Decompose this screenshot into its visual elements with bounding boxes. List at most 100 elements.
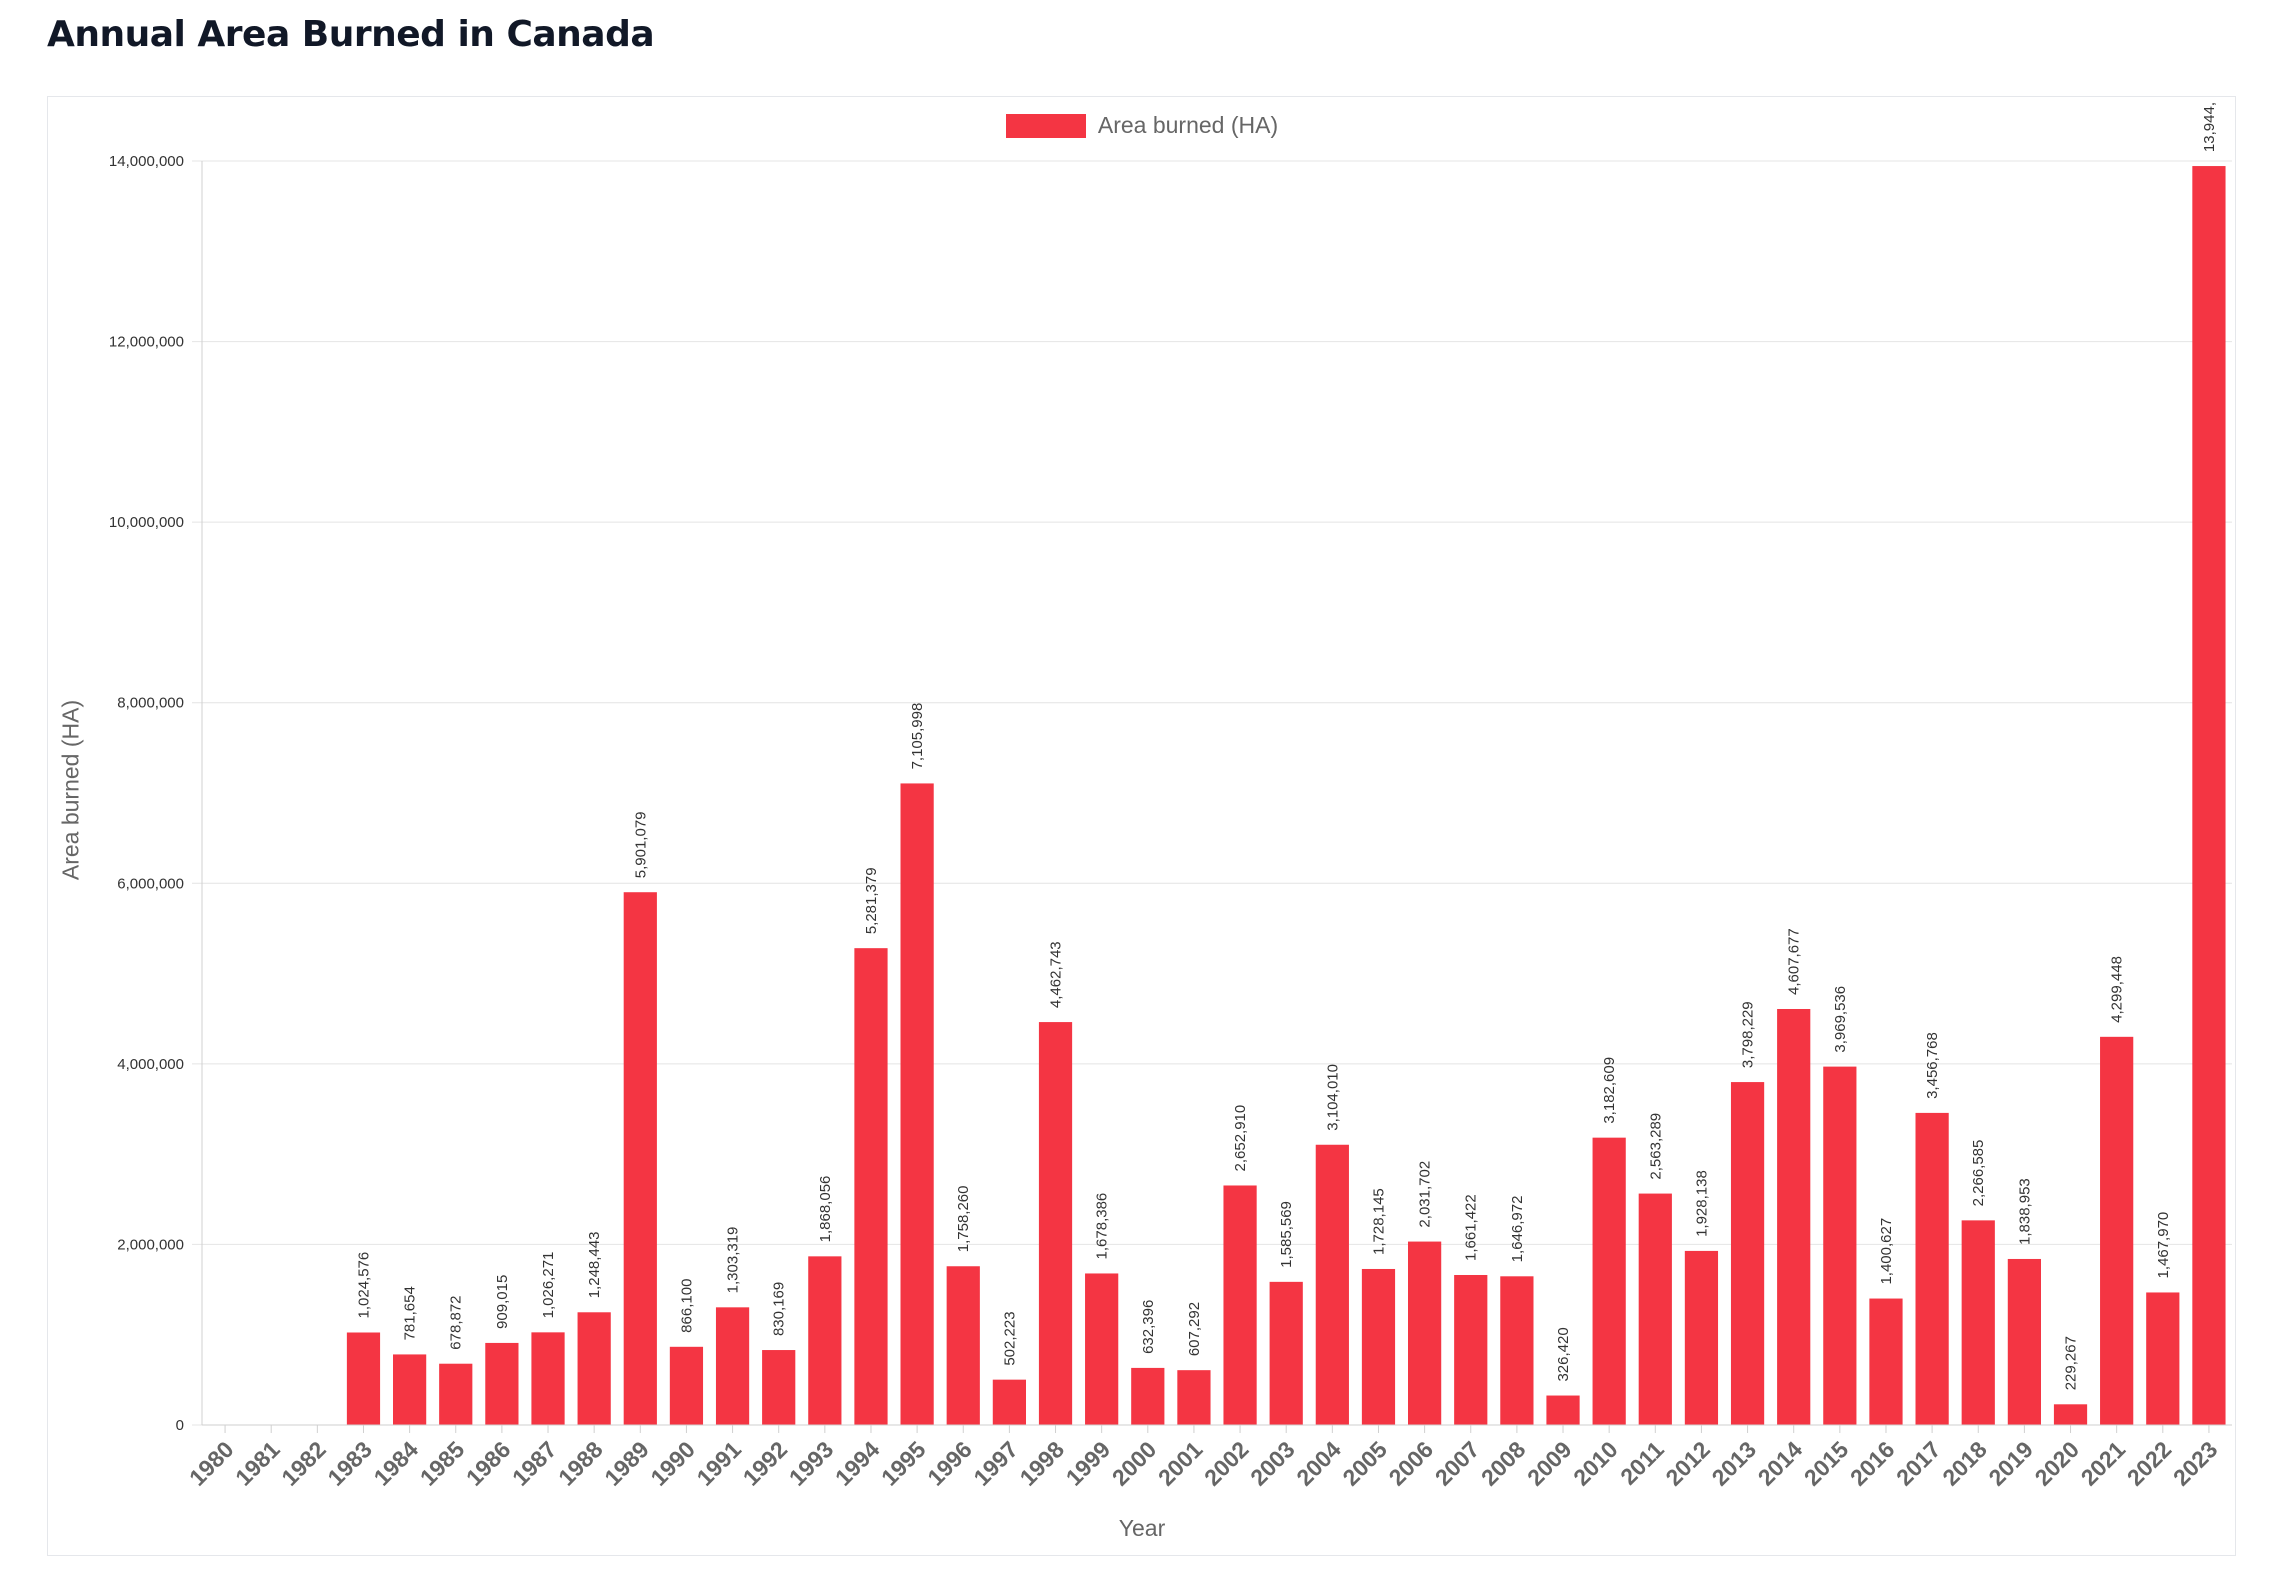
bar-1996 [946, 1266, 980, 1425]
data-label-2010: 3,182,609 [1601, 1057, 1618, 1124]
x-tick-label-1982: 1982 [276, 1436, 331, 1491]
bar-1989 [623, 892, 657, 1425]
bar-2019 [2007, 1258, 2041, 1425]
x-tick-label-1984: 1984 [369, 1436, 424, 1491]
bar-1988 [577, 1312, 611, 1425]
x-tick-label-2022: 2022 [2122, 1436, 2177, 1491]
legend-label[interactable]: Area burned (HA) [1097, 112, 1279, 138]
bar-2022 [2146, 1292, 2180, 1425]
data-label-2020: 229,267 [2063, 1336, 2080, 1390]
x-axis-title: Year [1118, 1515, 1166, 1541]
data-label-2014: 4,607,677 [1786, 928, 1803, 995]
bar-2012 [1684, 1250, 1719, 1425]
x-tick-label-2012: 2012 [1660, 1436, 1715, 1491]
x-tick-label-2015: 2015 [1799, 1436, 1854, 1491]
data-label-1995: 7,105,998 [909, 703, 926, 770]
data-label-2007: 1,661,422 [1463, 1194, 1480, 1261]
x-tick-label-1983: 1983 [322, 1436, 377, 1491]
y-tick-label: 0 [176, 1417, 184, 1434]
bar-2021 [2100, 1036, 2134, 1425]
x-tick-label-2016: 2016 [1845, 1436, 1900, 1491]
x-tick-label-2018: 2018 [1937, 1436, 1992, 1491]
x-tick-label-2001: 2001 [1153, 1436, 1208, 1491]
x-tick-label-1988: 1988 [553, 1436, 608, 1491]
bar-2000 [1131, 1367, 1165, 1425]
data-label-1993: 1,868,056 [817, 1176, 834, 1243]
bar-1995 [900, 783, 934, 1425]
bar-2020 [2053, 1404, 2088, 1425]
bar-1993 [808, 1256, 842, 1425]
x-tick-label-1994: 1994 [830, 1436, 885, 1491]
x-tick-label-2007: 2007 [1430, 1436, 1485, 1491]
data-label-1984: 781,654 [402, 1286, 419, 1340]
data-label-2000: 632,396 [1140, 1300, 1157, 1354]
x-tick-label-1981: 1981 [230, 1436, 285, 1491]
bar-1999 [1085, 1273, 1119, 1425]
data-label-2015: 3,969,536 [1832, 986, 1849, 1053]
y-tick-label: 10,000,000 [109, 514, 184, 531]
x-tick-label-2020: 2020 [2029, 1436, 2084, 1491]
bar-2018 [1961, 1220, 1995, 1425]
x-tick-label-2008: 2008 [1476, 1436, 1531, 1491]
bar-1994 [854, 948, 888, 1425]
x-tick-label-2017: 2017 [1891, 1436, 1946, 1491]
bar-1998 [1038, 1022, 1073, 1425]
bar-1991 [715, 1307, 750, 1425]
data-label-1990: 866,100 [678, 1279, 695, 1333]
x-tick-label-2002: 2002 [1199, 1436, 1254, 1491]
x-tick-label-2010: 2010 [1568, 1436, 1623, 1491]
data-label-1983: 1,024,576 [355, 1252, 372, 1319]
bar-2015 [1823, 1066, 1857, 1425]
x-tick-label-1989: 1989 [599, 1436, 654, 1491]
data-label-1999: 1,678,386 [1094, 1193, 1111, 1260]
legend-swatch[interactable] [1005, 113, 1086, 138]
bar-1985 [439, 1363, 473, 1425]
bar-2009 [1546, 1395, 1580, 1425]
data-label-1998: 4,462,743 [1048, 941, 1065, 1008]
data-label-2011: 2,563,289 [1647, 1113, 1664, 1180]
data-label-2005: 1,728,145 [1370, 1188, 1387, 1255]
x-tick-label-1990: 1990 [645, 1436, 700, 1491]
x-tick-label-2009: 2009 [1522, 1436, 1577, 1491]
page-title: Annual Area Burned in Canada [47, 14, 655, 55]
bar-2014 [1777, 1008, 1811, 1425]
y-tick-label: 6,000,000 [117, 875, 184, 892]
bar-2017 [1915, 1112, 1949, 1425]
x-tick-label-2006: 2006 [1384, 1436, 1439, 1491]
data-label-2003: 1,585,569 [1278, 1201, 1295, 1268]
chart-legend[interactable]: Area burned (HA) [0, 112, 2284, 139]
bar-1990 [669, 1346, 704, 1425]
data-label-1991: 1,303,319 [725, 1227, 742, 1294]
x-tick-label-2003: 2003 [1245, 1436, 1300, 1491]
data-label-2013: 3,798,229 [1740, 1001, 1757, 1068]
bar-1997 [992, 1379, 1026, 1425]
data-label-2021: 4,299,448 [2109, 956, 2126, 1023]
data-label-2022: 1,467,970 [2155, 1212, 2172, 1279]
bar-2011 [1638, 1193, 1672, 1425]
data-label-2006: 2,031,702 [1417, 1161, 1434, 1228]
bar-1992 [762, 1350, 796, 1425]
data-label-2018: 2,266,585 [1970, 1140, 1987, 1207]
data-label-1985: 678,872 [448, 1295, 465, 1349]
y-tick-label: 12,000,000 [109, 334, 184, 351]
x-tick-label-1999: 1999 [1061, 1436, 1116, 1491]
data-label-2004: 3,104,010 [1324, 1064, 1341, 1131]
x-tick-label-1997: 1997 [968, 1436, 1023, 1491]
bar-2023 [2192, 166, 2226, 1425]
data-label-2008: 1,646,972 [1509, 1196, 1526, 1263]
data-label-2009: 326,420 [1555, 1327, 1572, 1381]
x-tick-label-2014: 2014 [1753, 1436, 1808, 1491]
bar-1984 [393, 1354, 427, 1425]
data-label-2001: 607,292 [1186, 1302, 1203, 1356]
data-label-2002: 2,652,910 [1232, 1105, 1249, 1172]
bar-2004 [1315, 1144, 1349, 1425]
x-tick-label-1992: 1992 [738, 1436, 793, 1491]
y-tick-label: 4,000,000 [117, 1056, 184, 1073]
x-tick-label-1991: 1991 [692, 1436, 747, 1491]
x-tick-label-1987: 1987 [507, 1436, 562, 1491]
bar-2016 [1869, 1298, 1903, 1425]
data-label-1996: 1,758,260 [955, 1186, 972, 1253]
bar-2010 [1592, 1137, 1626, 1425]
bar-2005 [1361, 1268, 1396, 1425]
